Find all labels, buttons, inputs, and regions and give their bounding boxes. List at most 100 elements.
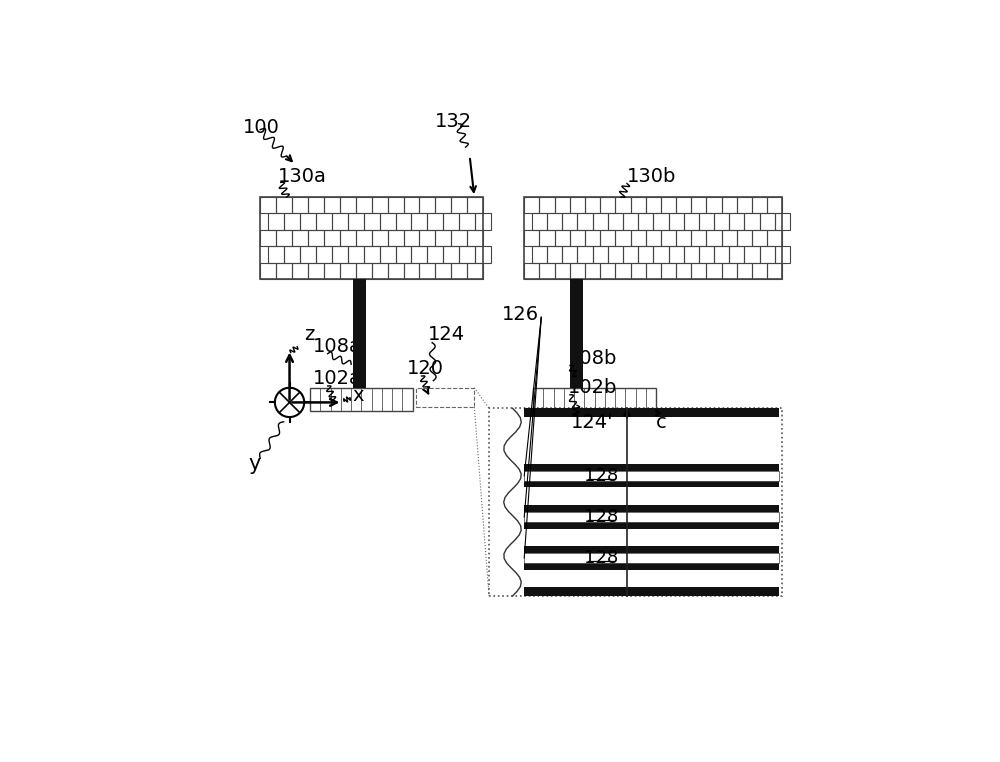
Bar xyxy=(539,197,555,213)
Bar xyxy=(435,230,451,246)
Bar xyxy=(435,263,451,279)
Text: 128: 128 xyxy=(584,549,618,568)
Text: 128: 128 xyxy=(584,467,618,485)
Bar xyxy=(767,263,782,279)
Bar xyxy=(451,197,467,213)
Bar xyxy=(775,246,790,263)
Bar xyxy=(524,197,539,213)
Bar xyxy=(260,230,276,246)
Bar xyxy=(722,263,737,279)
Bar xyxy=(332,246,348,263)
Bar xyxy=(443,246,459,263)
Text: 124': 124' xyxy=(571,414,614,433)
Bar xyxy=(364,246,380,263)
Bar xyxy=(744,213,760,230)
Bar xyxy=(555,197,570,213)
Bar xyxy=(316,246,332,263)
Bar xyxy=(356,230,372,246)
Bar xyxy=(524,563,779,570)
Bar xyxy=(661,230,676,246)
Bar xyxy=(524,553,779,563)
Bar xyxy=(524,408,779,417)
Bar xyxy=(268,246,284,263)
Bar xyxy=(292,230,308,246)
Bar xyxy=(524,464,779,471)
Bar xyxy=(585,197,600,213)
Bar xyxy=(661,197,676,213)
Bar xyxy=(364,213,380,230)
Bar xyxy=(404,197,419,213)
Bar xyxy=(380,213,396,230)
Bar xyxy=(570,279,583,388)
Bar xyxy=(284,246,300,263)
Bar xyxy=(284,213,300,230)
Bar xyxy=(332,213,348,230)
Bar xyxy=(372,230,388,246)
Bar xyxy=(372,263,388,279)
Bar xyxy=(593,246,608,263)
Bar xyxy=(691,230,706,246)
Bar xyxy=(268,213,284,230)
Text: 102a: 102a xyxy=(313,370,362,389)
Bar xyxy=(706,230,722,246)
Bar xyxy=(676,230,691,246)
Bar xyxy=(443,213,459,230)
Bar xyxy=(459,213,475,230)
Bar xyxy=(524,197,782,279)
Bar xyxy=(427,213,443,230)
Bar xyxy=(260,263,276,279)
Bar xyxy=(292,263,308,279)
Bar xyxy=(532,213,547,230)
Bar xyxy=(661,263,676,279)
Bar xyxy=(451,230,467,246)
Bar xyxy=(300,213,316,230)
Bar xyxy=(356,197,372,213)
Bar xyxy=(737,197,752,213)
Bar xyxy=(737,230,752,246)
Bar xyxy=(308,230,324,246)
Bar xyxy=(760,213,775,230)
Bar xyxy=(524,546,779,553)
Bar xyxy=(744,246,760,263)
Bar xyxy=(427,246,443,263)
Bar xyxy=(646,197,661,213)
Bar xyxy=(775,213,790,230)
Bar xyxy=(646,263,661,279)
Bar xyxy=(570,197,585,213)
Bar xyxy=(324,197,340,213)
Bar xyxy=(524,512,779,522)
Bar xyxy=(524,230,539,246)
Bar xyxy=(353,279,366,388)
Bar xyxy=(562,213,577,230)
Bar xyxy=(308,197,324,213)
Bar xyxy=(722,197,737,213)
Text: 108b: 108b xyxy=(568,349,618,368)
Bar xyxy=(524,481,779,488)
Bar xyxy=(615,263,631,279)
Bar xyxy=(316,213,332,230)
Bar xyxy=(585,230,600,246)
Bar xyxy=(340,197,356,213)
Bar xyxy=(638,213,653,230)
Text: 120: 120 xyxy=(407,360,444,379)
Bar xyxy=(524,588,779,596)
Bar xyxy=(419,263,435,279)
Bar xyxy=(555,230,570,246)
Text: 100: 100 xyxy=(243,118,279,137)
Bar xyxy=(729,213,744,230)
Bar xyxy=(646,230,661,246)
Bar xyxy=(608,213,623,230)
Bar xyxy=(699,246,714,263)
Bar xyxy=(585,263,600,279)
Bar xyxy=(570,230,585,246)
Bar xyxy=(752,230,767,246)
Bar xyxy=(539,230,555,246)
Bar xyxy=(475,246,491,263)
Bar xyxy=(555,263,570,279)
Bar xyxy=(340,263,356,279)
Bar xyxy=(388,263,404,279)
Bar xyxy=(308,263,324,279)
Text: x: x xyxy=(353,386,364,405)
Bar xyxy=(706,197,722,213)
Bar xyxy=(752,197,767,213)
